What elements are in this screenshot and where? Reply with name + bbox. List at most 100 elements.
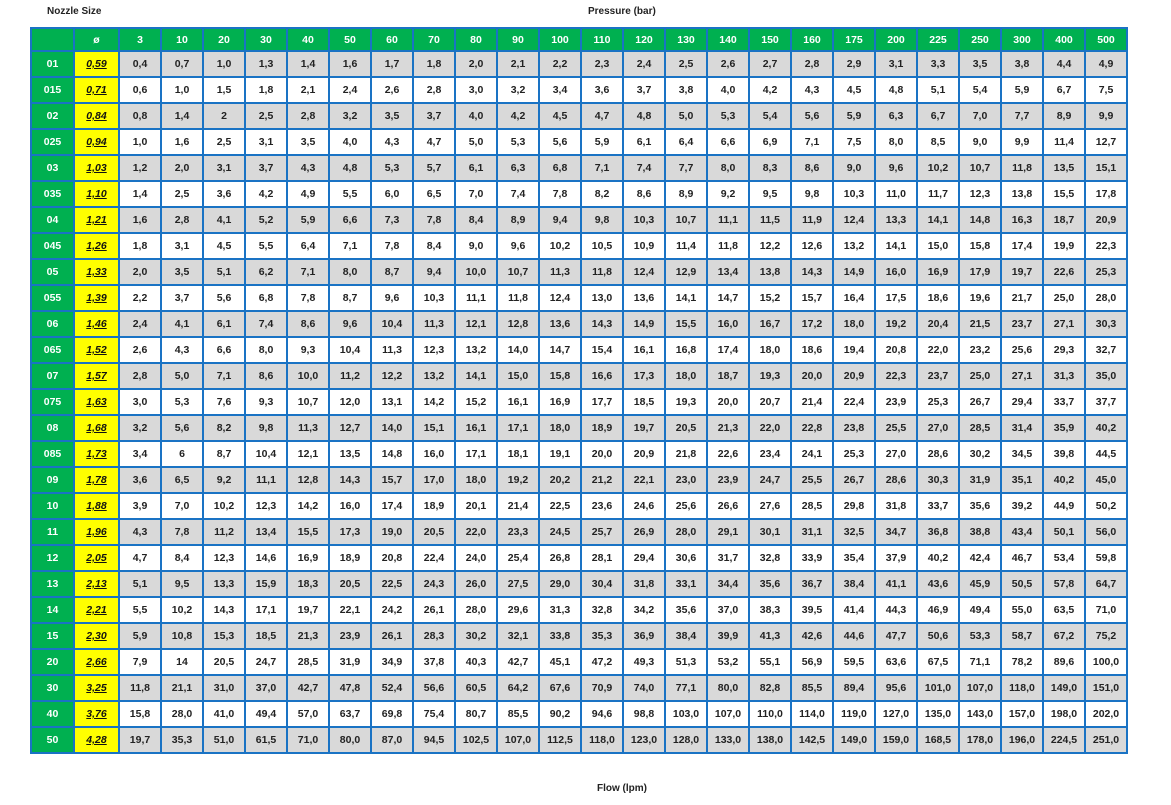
flow-value-cell: 7,8 [286,284,330,312]
flow-value-cell: 6,8 [538,154,582,182]
nozzle-size-cell: 12 [30,544,75,572]
flow-value-cell: 14,0 [370,414,414,442]
flow-value-cell: 27,1 [1042,310,1086,338]
flow-value-cell: 4,7 [580,102,624,130]
flow-value-cell: 7,9 [118,648,162,676]
flow-value-cell: 69,8 [370,700,414,728]
flow-value-cell: 6,6 [328,206,372,234]
flow-value-cell: 1,4 [286,50,330,78]
flow-value-cell: 9,4 [412,258,456,286]
flow-value-cell: 149,0 [1042,674,1086,702]
flow-value-cell: 74,0 [622,674,666,702]
table-row: 30 3,25 11,8 21,1 31,0 37,0 42,7 47,8 52,4 56,6 60… [30,674,1128,702]
pressure-header-cell: 140 [706,27,750,52]
flow-value-cell: 30,4 [580,570,624,598]
flow-value-cell: 10,7 [958,154,1002,182]
flow-value-cell: 19,9 [1042,232,1086,260]
flow-value-cell: 67,2 [1042,622,1086,650]
flow-value-cell: 6,8 [244,284,288,312]
flow-value-cell: 19,1 [538,440,582,468]
header-nozzle-cell [30,27,75,52]
flow-value-cell: 3,8 [664,76,708,104]
flow-value-cell: 5,2 [244,206,288,234]
flow-value-cell: 14,1 [916,206,960,234]
flow-value-cell: 3,0 [118,388,162,416]
diameter-cell: 3,76 [73,700,120,728]
flow-value-cell: 17,3 [328,518,372,546]
pressure-header-cell: 20 [202,27,246,52]
flow-value-cell: 14,8 [958,206,1002,234]
flow-value-cell: 16,0 [874,258,918,286]
flow-value-cell: 59,8 [1084,544,1128,572]
flow-value-cell: 11,5 [748,206,792,234]
flow-value-cell: 15,5 [286,518,330,546]
flow-value-cell: 87,0 [370,726,414,754]
flow-value-cell: 0,4 [118,50,162,78]
flow-value-cell: 85,5 [790,674,834,702]
table-row: 02 0,84 0,8 1,4 2 2,5 2,8 3,2 3,5 3,7 4,0 4,2 4,5 4,7… [30,102,1128,130]
flow-value-cell: 17,8 [1084,180,1128,208]
flow-value-cell: 12,2 [748,232,792,260]
flow-value-cell: 36,9 [622,622,666,650]
flow-value-cell: 1,8 [118,232,162,260]
flow-value-cell: 143,0 [958,700,1002,728]
flow-value-cell: 11,8 [580,258,624,286]
flow-value-cell: 20,9 [1084,206,1128,234]
diameter-cell: 1,21 [73,206,120,234]
flow-value-cell: 2,9 [832,50,876,78]
flow-value-cell: 9,3 [244,388,288,416]
flow-value-cell: 3,7 [160,284,204,312]
flow-value-cell: 23,0 [664,466,708,494]
flow-value-cell: 19,3 [748,362,792,390]
flow-value-cell: 5,0 [664,102,708,130]
flow-value-cell: 38,8 [958,518,1002,546]
flow-value-cell: 13,0 [580,284,624,312]
flow-value-cell: 15,5 [1042,180,1086,208]
pressure-header-cell: 100 [538,27,582,52]
flow-value-cell: 78,2 [1000,648,1044,676]
flow-value-cell: 34,5 [1000,440,1044,468]
table-body: 01 0,59 0,4 0,7 1,0 1,3 1,4 1,6 1,7 1,8 2,0 2,1 2,2 2… [30,50,1128,754]
flow-value-cell: 20,1 [454,492,498,520]
flow-value-cell: 2,5 [202,128,246,156]
flow-value-cell: 4,3 [118,518,162,546]
flow-value-cell: 7,1 [790,128,834,156]
flow-value-cell: 7,4 [244,310,288,338]
nozzle-size-cell: 02 [30,102,75,130]
flow-value-cell: 13,8 [748,258,792,286]
flow-value-cell: 14 [160,648,204,676]
flow-value-cell: 107,0 [706,700,750,728]
flow-value-cell: 35,6 [748,570,792,598]
flow-value-cell: 35,9 [1042,414,1086,442]
flow-value-cell: 29,8 [832,492,876,520]
flow-value-cell: 5,4 [958,76,1002,104]
flow-value-cell: 5,5 [118,596,162,624]
flow-value-cell: 31,4 [1000,414,1044,442]
flow-value-cell: 27,0 [874,440,918,468]
flow-value-cell: 7,8 [160,518,204,546]
flow-value-cell: 8,9 [664,180,708,208]
flow-value-cell: 6,3 [874,102,918,130]
flow-value-cell: 15,5 [664,310,708,338]
flow-value-cell: 3,5 [160,258,204,286]
flow-value-cell: 4,0 [454,102,498,130]
flow-value-cell: 23,4 [748,440,792,468]
flow-value-cell: 17,1 [496,414,540,442]
flow-value-cell: 11,4 [664,232,708,260]
table-row: 085 1,73 3,4 6 8,7 10,4 12,1 13,5 14,8 16,0 17,1 18… [30,440,1128,468]
flow-value-cell: 14,3 [328,466,372,494]
flow-value-cell: 5,3 [370,154,414,182]
flow-value-cell: 12,1 [286,440,330,468]
flow-value-cell: 16,1 [622,336,666,364]
nozzle-size-cell: 04 [30,206,75,234]
pressure-header-cell: 300 [1000,27,1044,52]
table-row: 12 2,05 4,7 8,4 12,3 14,6 16,9 18,9 20,8 22,4 24,0… [30,544,1128,572]
flow-value-cell: 85,5 [496,700,540,728]
flow-value-cell: 38,3 [748,596,792,624]
flow-value-cell: 10,3 [622,206,666,234]
flow-value-cell: 5,3 [496,128,540,156]
flow-value-cell: 15,7 [370,466,414,494]
flow-value-cell: 32,8 [580,596,624,624]
flow-value-cell: 5,9 [580,128,624,156]
diameter-cell: 2,30 [73,622,120,650]
